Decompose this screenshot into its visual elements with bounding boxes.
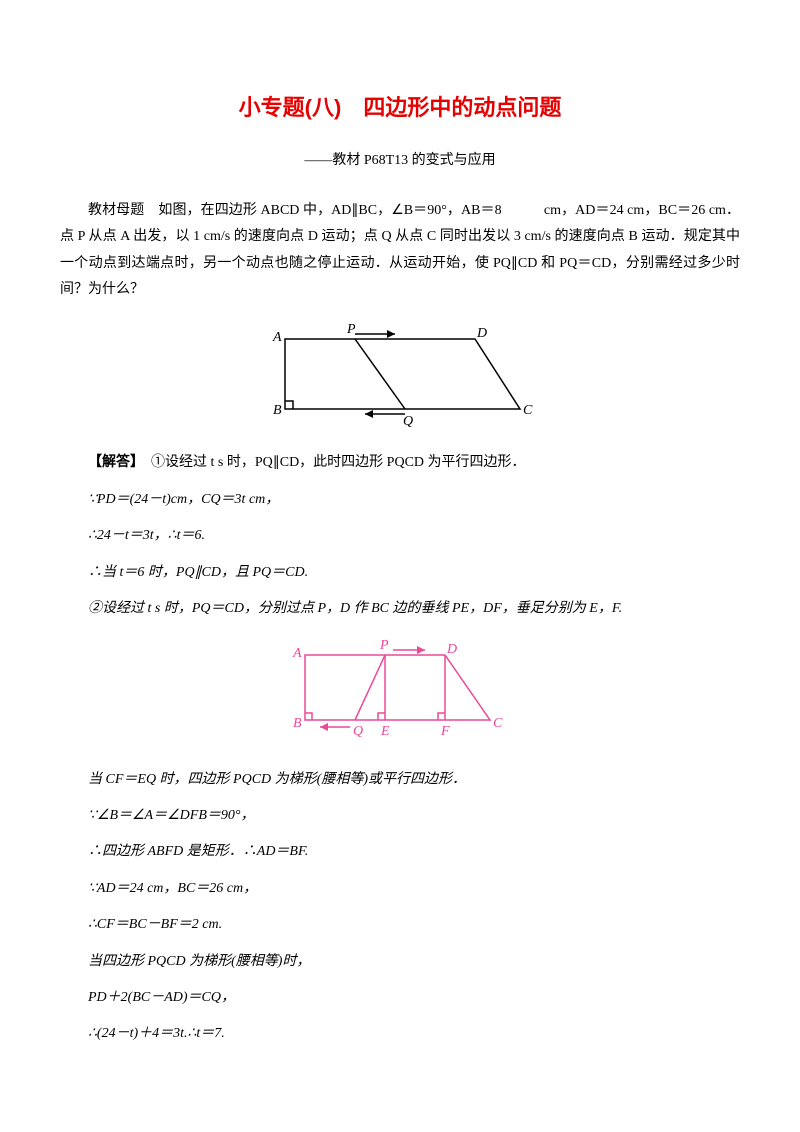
sol-line-7: ∵AD＝24 cm，BC＝26 cm，	[60, 878, 740, 900]
sol-line-5: ∵∠B＝∠A＝∠DFB＝90°，	[60, 805, 740, 827]
page-title: 小专题(八) 四边形中的动点问题	[60, 90, 740, 125]
problem-statement: 教材母题 如图，在四边形 ABCD 中，AD∥BC，∠B＝90°，AB＝8 cm…	[60, 198, 740, 304]
fig1-label-Q: Q	[403, 414, 413, 429]
solution-label: 【解答】	[88, 455, 137, 470]
figure-1-container: A B C D P Q	[60, 319, 740, 437]
sol-line-2: ∴当 t＝6 时，PQ∥CD，且 PQ＝CD.	[60, 562, 740, 584]
solution-intro: 【解答】 ①设经过 t s 时，PQ∥CD，此时四边形 PQCD 为平行四边形．	[60, 452, 740, 474]
sol-line-4: 当 CF＝EQ 时，四边形 PQCD 为梯形(腰相等)或平行四边形．	[60, 769, 740, 791]
sol-line-9: 当四边形 PQCD 为梯形(腰相等)时，	[60, 951, 740, 973]
fig1-label-B: B	[273, 403, 282, 418]
figure-2-diagram: A B C D P Q E F	[275, 635, 525, 745]
fig2-label-E: E	[380, 724, 390, 739]
fig2-label-P: P	[379, 638, 389, 653]
sol-line-8: ∴CF＝BC－BF＝2 cm.	[60, 914, 740, 936]
fig2-label-A: A	[292, 646, 302, 661]
sol-line-1: ∴24－t＝3t，∴t＝6.	[60, 525, 740, 547]
sol-line-3: ②设经过 t s 时，PQ＝CD，分别过点 P，D 作 BC 边的垂线 PE，D…	[60, 598, 740, 620]
fig1-label-D: D	[476, 326, 487, 341]
figure-1-diagram: A B C D P Q	[255, 319, 545, 429]
sol-line-11: ∴(24－t)＋4＝3t.∴t＝7.	[60, 1023, 740, 1045]
sol-line-10: PD＋2(BC－AD)＝CQ，	[60, 987, 740, 1009]
sol-line-6: ∴四边形 ABFD 是矩形．∴AD＝BF.	[60, 841, 740, 863]
fig1-label-P: P	[346, 322, 356, 337]
fig2-label-B: B	[293, 716, 302, 731]
figure-2-container: A B C D P Q E F	[60, 635, 740, 753]
fig2-label-F: F	[440, 724, 450, 739]
sol1-intro: ①设经过 t s 时，PQ∥CD，此时四边形 PQCD 为平行四边形．	[151, 455, 526, 470]
fig1-label-C: C	[523, 403, 533, 418]
page-subtitle: ——教材 P68T13 的变式与应用	[60, 150, 740, 172]
sol-line-0: ∵PD＝(24－t)cm，CQ＝3t cm，	[60, 489, 740, 511]
fig2-label-D: D	[446, 642, 457, 657]
fig1-label-A: A	[272, 330, 282, 345]
fig2-label-Q: Q	[353, 724, 363, 739]
fig2-label-C: C	[493, 716, 503, 731]
